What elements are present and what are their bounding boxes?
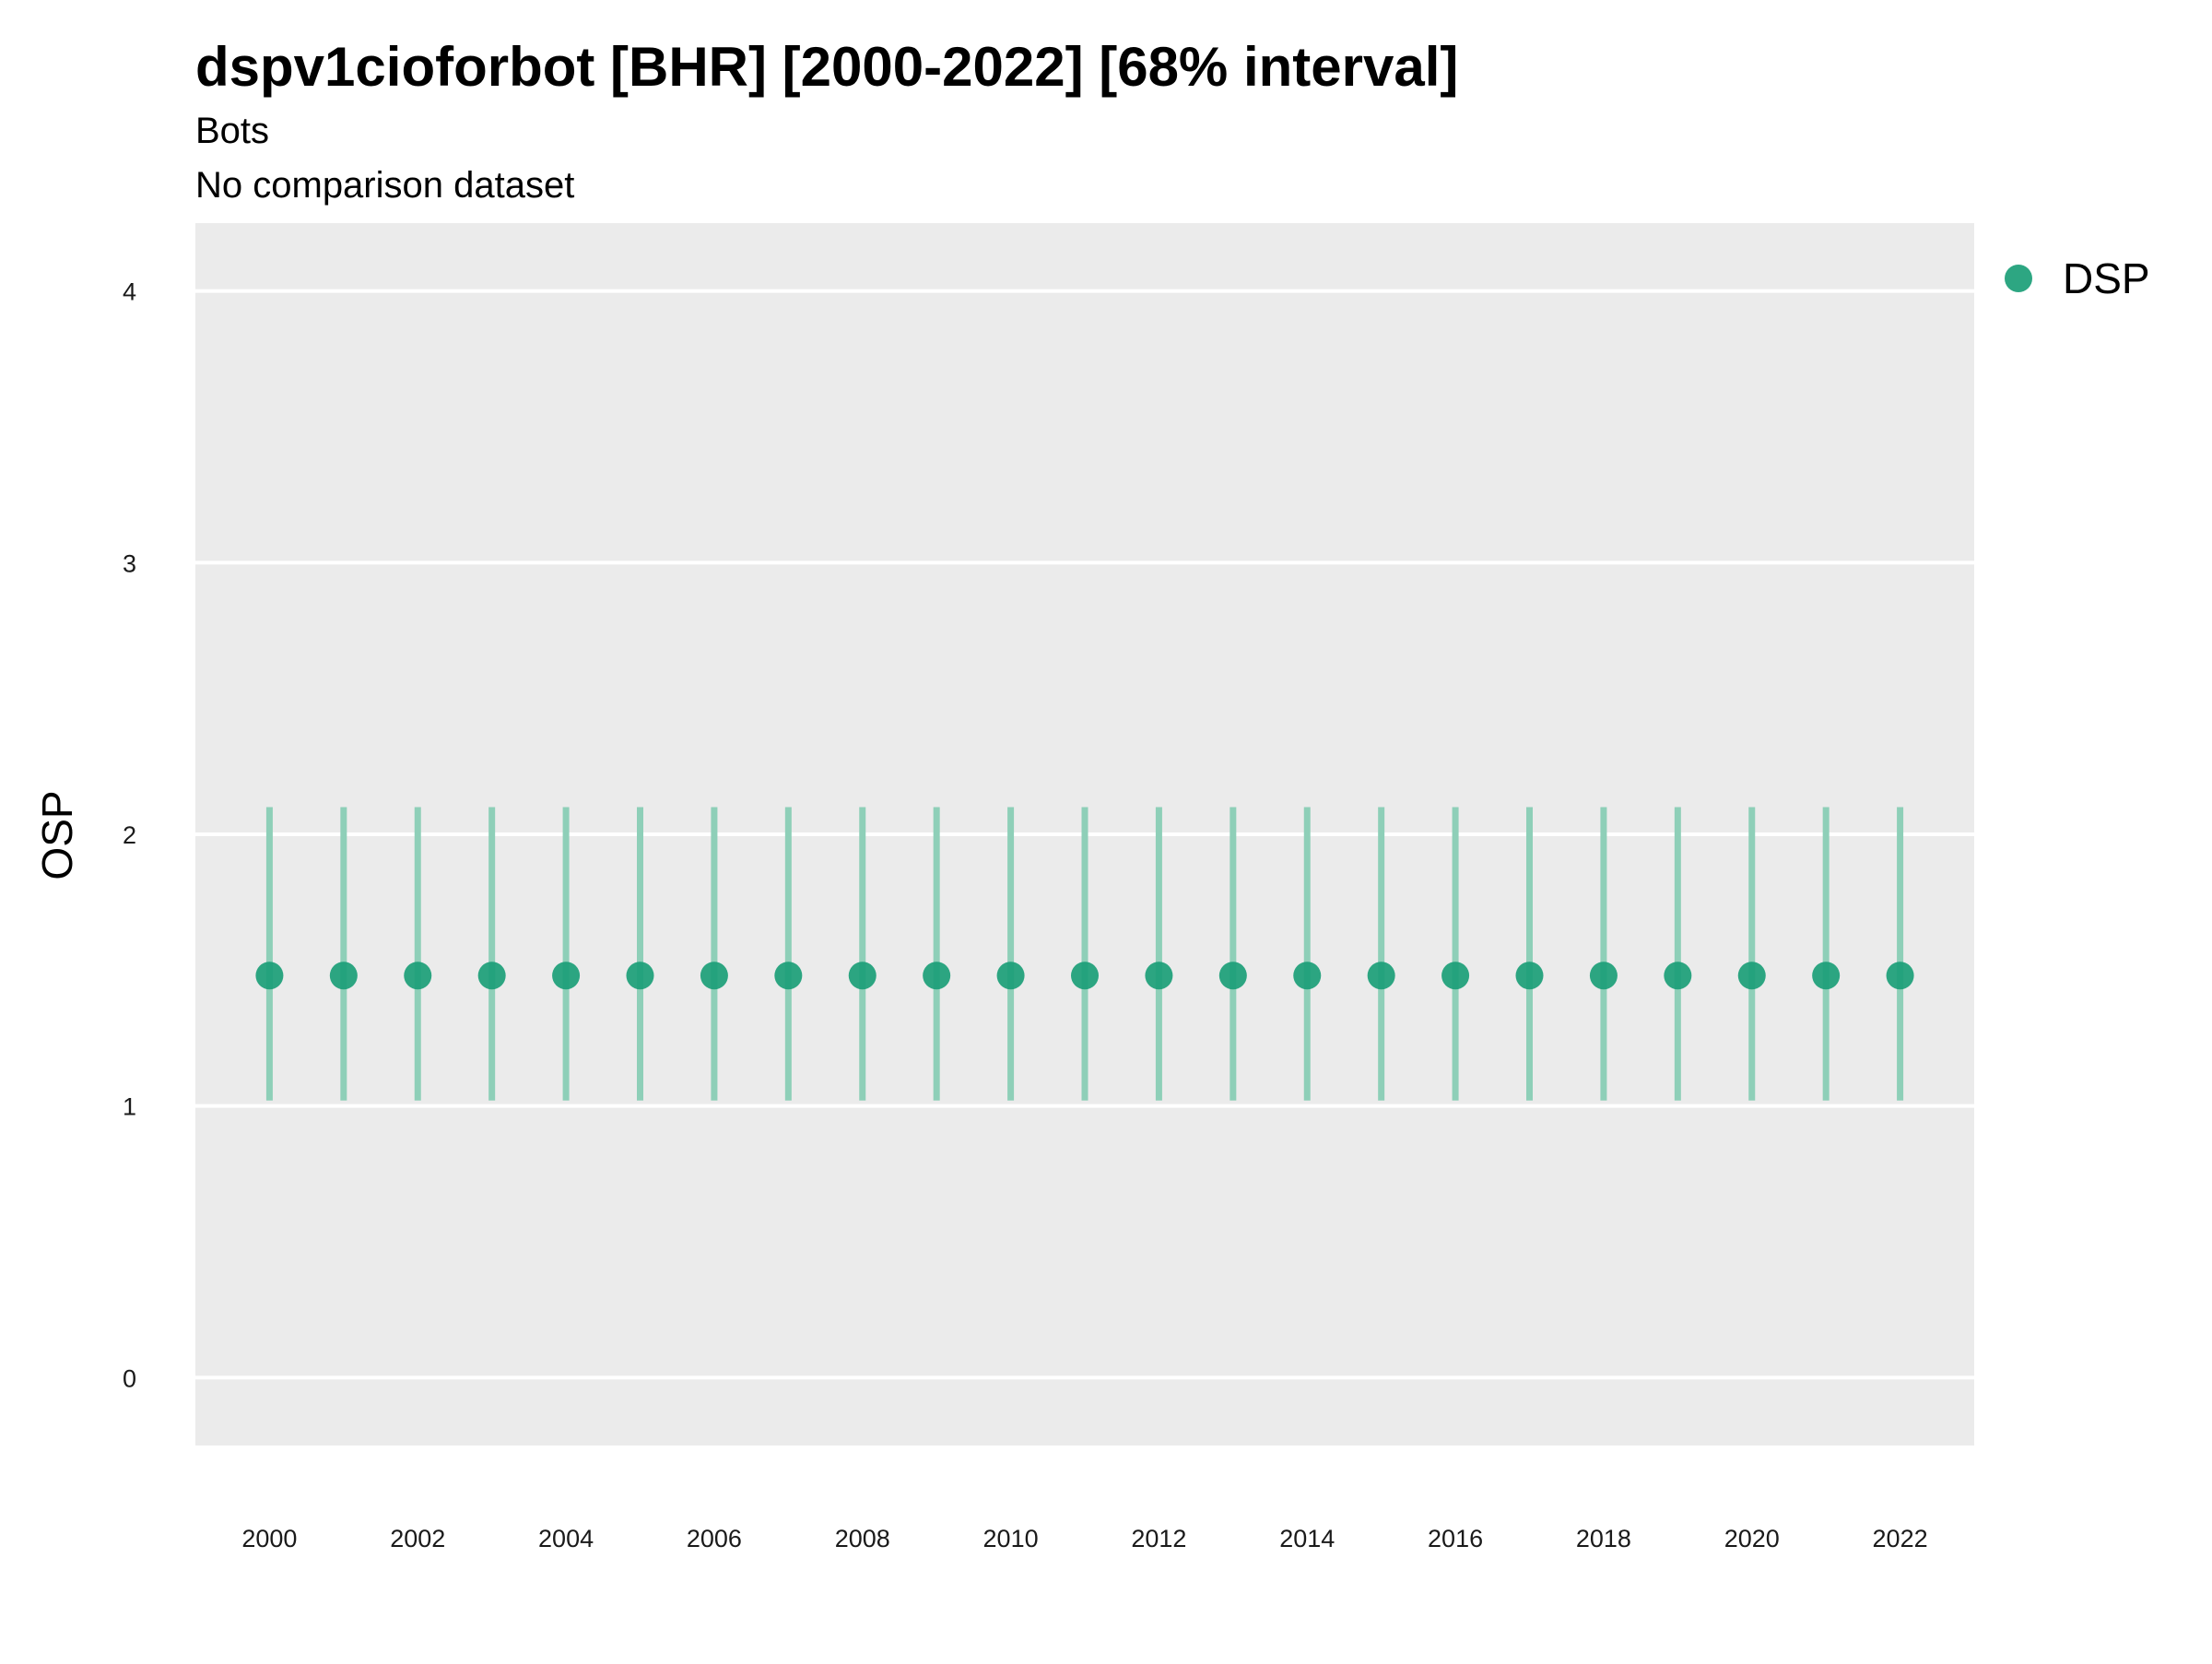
- data-point-2014: [1293, 962, 1322, 990]
- y-tick-label-2: 2: [123, 821, 136, 849]
- x-tick-label-2000: 2000: [241, 1525, 297, 1552]
- y-tick-label-3: 3: [123, 549, 136, 577]
- y-axis-title: OSP: [33, 790, 81, 879]
- x-tick-label-2022: 2022: [1873, 1525, 1928, 1552]
- data-point-2020: [1737, 962, 1766, 990]
- data-point-2003: [477, 962, 506, 990]
- x-tick-label-2010: 2010: [983, 1525, 1039, 1552]
- data-point-2021: [1812, 962, 1841, 990]
- chart-subtitle: Bots: [195, 111, 269, 151]
- data-points: [255, 962, 1914, 990]
- data-point-2000: [255, 962, 284, 990]
- x-tick-labels: 2000 2002 2004 2006 2008 2010 2012 2014 2016 2018…: [241, 1525, 1927, 1552]
- data-point-2009: [923, 962, 951, 990]
- data-point-2008: [848, 962, 877, 990]
- chart-title: dspv1cioforbot [BHR] [2000-2022] [68% in…: [195, 36, 1458, 98]
- data-point-2013: [1218, 962, 1247, 990]
- data-point-2012: [1145, 962, 1173, 990]
- x-tick-label-2002: 2002: [390, 1525, 445, 1552]
- legend-marker-dsp: [2005, 265, 2032, 292]
- data-point-2016: [1441, 962, 1470, 990]
- x-tick-label-2012: 2012: [1131, 1525, 1186, 1552]
- data-point-2018: [1589, 962, 1618, 990]
- x-tick-label-2008: 2008: [835, 1525, 890, 1552]
- data-point-2019: [1664, 962, 1692, 990]
- legend-label-dsp: DSP: [2063, 254, 2150, 302]
- data-point-2022: [1886, 962, 1914, 990]
- data-point-2015: [1367, 962, 1395, 990]
- data-point-2004: [552, 962, 581, 990]
- data-point-2001: [329, 962, 358, 990]
- x-tick-label-2006: 2006: [687, 1525, 742, 1552]
- y-tick-labels: 0 1 2 3 4: [123, 278, 136, 1393]
- data-point-2010: [996, 962, 1025, 990]
- x-tick-label-2016: 2016: [1428, 1525, 1483, 1552]
- x-tick-label-2014: 2014: [1279, 1525, 1335, 1552]
- data-point-2007: [774, 962, 803, 990]
- x-tick-label-2018: 2018: [1576, 1525, 1631, 1552]
- data-point-2005: [626, 962, 654, 990]
- y-tick-label-4: 4: [123, 278, 136, 306]
- interval-bars: [265, 807, 1904, 1101]
- data-point-2017: [1515, 962, 1544, 990]
- data-point-2011: [1071, 962, 1099, 990]
- data-point-2006: [700, 962, 728, 990]
- chart-caption-line: No comparison dataset: [195, 165, 574, 206]
- y-tick-label-1: 1: [123, 1093, 136, 1121]
- x-tick-label-2004: 2004: [538, 1525, 594, 1552]
- legend: DSP: [2005, 254, 2150, 302]
- data-point-2002: [404, 962, 432, 990]
- y-tick-label-0: 0: [123, 1364, 136, 1392]
- x-tick-label-2020: 2020: [1724, 1525, 1780, 1552]
